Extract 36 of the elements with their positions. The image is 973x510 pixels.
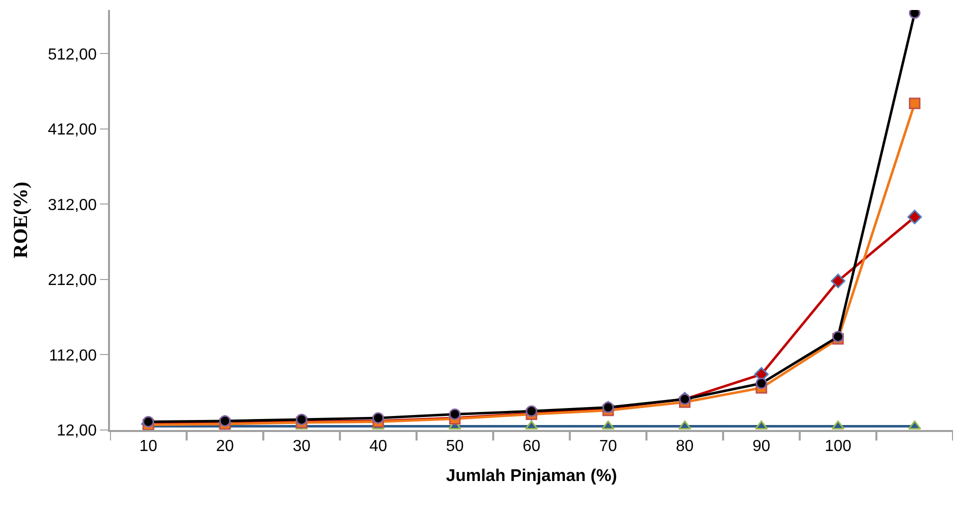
y-tick-label: 112,00 xyxy=(49,347,97,364)
point xyxy=(830,274,846,288)
x-tick-label: 20 xyxy=(216,438,234,456)
x-tick-label: 50 xyxy=(446,438,464,456)
point xyxy=(908,420,922,430)
point xyxy=(602,402,614,414)
x-tick-label: 100 xyxy=(824,438,852,456)
x-axis-title: Jumlah Pinjaman (%) xyxy=(446,466,617,486)
y-tick-label: 512,00 xyxy=(48,46,97,64)
point xyxy=(602,420,615,430)
point xyxy=(296,414,308,426)
point xyxy=(754,420,768,430)
y-axis-title: ROE(%) xyxy=(10,182,32,258)
point xyxy=(908,98,920,110)
x-tick-label: 60 xyxy=(522,438,540,456)
point xyxy=(219,415,231,427)
point xyxy=(832,420,845,430)
y-tick-label: 412,00 xyxy=(48,122,97,139)
point xyxy=(907,210,922,224)
x-tick-label: 90 xyxy=(752,438,770,456)
point xyxy=(526,405,538,417)
y-tick-label: 212,00 xyxy=(48,272,97,290)
y-tick-label: 12,00 xyxy=(56,422,97,440)
point xyxy=(756,378,768,390)
x-tick-label: 40 xyxy=(369,438,388,456)
point xyxy=(832,330,844,342)
x-tick-label: 80 xyxy=(676,438,694,456)
x-tick-label: 70 xyxy=(599,438,618,456)
x-tick-label: 10 xyxy=(139,438,158,456)
point xyxy=(678,420,692,430)
x-tick-label: 30 xyxy=(292,438,311,456)
point xyxy=(142,416,154,428)
point xyxy=(449,408,461,420)
y-tick-label: 312,00 xyxy=(48,196,97,214)
point xyxy=(908,10,920,19)
point xyxy=(372,412,384,424)
